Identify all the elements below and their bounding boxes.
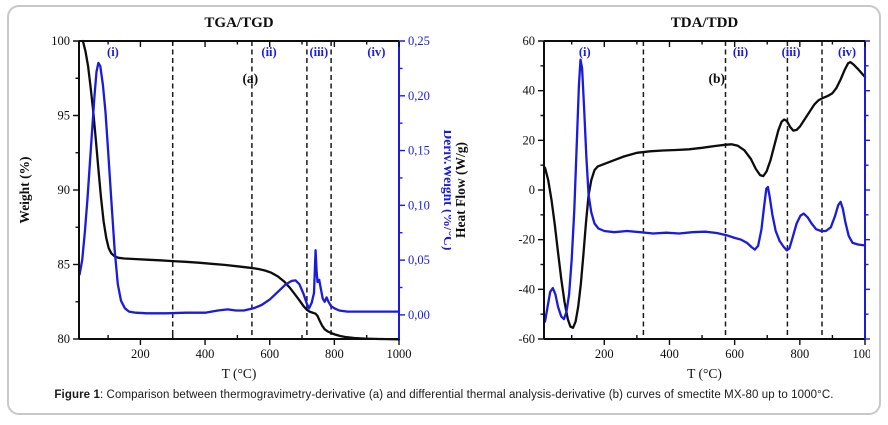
x-tick-label: 200	[595, 347, 614, 361]
tgd-curve	[78, 61, 401, 315]
y-left-tick-label: -40	[518, 282, 535, 296]
figure-caption: Figure 1: Comparison between thermogravi…	[19, 389, 869, 401]
figure-panel: 200 400 600 800 1000 80 85 90 95 100 0,00 0,05 0,10 0…	[7, 5, 881, 415]
region-label: (i)	[579, 45, 591, 59]
region-dividers	[642, 41, 823, 339]
region-label: (iii)	[309, 45, 328, 59]
region-dividers	[171, 41, 332, 339]
y-left-tick-label: 20	[523, 133, 536, 147]
y-right-tick-label: 0,10	[408, 198, 430, 212]
y-left-tick-label: 80	[58, 332, 71, 346]
axis-ticks	[73, 40, 405, 345]
y-right-tick-label: 0,20	[408, 89, 430, 103]
charts-row: 200 400 600 800 1000 80 85 90 95 100 0,00 0,05 0,10 0…	[9, 7, 879, 388]
y-right-tick-label: 0,05	[408, 253, 430, 267]
x-tick-label: 800	[790, 347, 809, 361]
y-left-axis-label: Heat Flow (W/g)	[453, 142, 468, 238]
region-label: (iv)	[838, 45, 856, 59]
x-tick-label: 1000	[387, 347, 412, 361]
x-tick-label: 400	[660, 347, 679, 361]
y-right-axis-label: Deriv.Weight (%/°C)	[441, 130, 451, 251]
plot-frame	[78, 40, 400, 340]
region-label: (ii)	[261, 45, 276, 59]
region-label: (iv)	[367, 45, 385, 59]
y-left-tick-label: 95	[58, 109, 71, 123]
tda-curve	[543, 60, 867, 329]
y-left-tick-label: -60	[518, 332, 535, 346]
x-tick-label: 600	[260, 347, 279, 361]
y-right-tick-label: 0,25	[408, 34, 430, 48]
region-label: (iii)	[782, 45, 801, 59]
x-tick-label: 600	[725, 347, 744, 361]
plot-frame	[543, 40, 866, 340]
y-left-tick-label: 60	[523, 34, 536, 48]
tdd-curve	[543, 58, 867, 323]
axis-ticks	[538, 40, 870, 345]
y-left-tick-label: -20	[518, 233, 535, 247]
tda-tdd-chart: 200 400 600 800 1000 -60 -40 -20 0 20 40 60 TDA/TDD T…	[453, 15, 871, 381]
y-right-tick-label: 0,00	[408, 308, 430, 322]
x-tick-label: 200	[131, 347, 150, 361]
x-tick-label: 400	[196, 347, 215, 361]
y-left-tick-label: 85	[58, 258, 71, 272]
figure-caption-label: Figure 1	[54, 389, 100, 401]
y-left-tick-label: 40	[523, 84, 536, 98]
region-label: (ii)	[733, 45, 748, 59]
x-axis-label: T (°C)	[687, 366, 722, 381]
panel-label: (a)	[242, 71, 258, 86]
panel-label: (b)	[708, 71, 725, 86]
chart-title: TDA/TDD	[671, 15, 739, 31]
figure-caption-text: : Comparison between thermogravimetry-de…	[99, 389, 834, 401]
x-tick-label: 800	[325, 347, 344, 361]
tga-curve	[81, 39, 401, 341]
x-axis-label: T (°C)	[222, 366, 257, 381]
chart-title: TGA/TGD	[204, 15, 273, 31]
y-left-tick-label: 0	[529, 183, 535, 197]
x-tick-label: 1000	[853, 347, 871, 361]
y-left-tick-label: 90	[58, 183, 71, 197]
tga-tgd-chart: 200 400 600 800 1000 80 85 90 95 100 0,00 0,05 0,10 0…	[17, 15, 451, 381]
y-right-tick-label: 0,15	[408, 144, 430, 158]
y-left-axis-label: Weight (%)	[17, 156, 32, 223]
y-left-tick-label: 100	[51, 34, 70, 48]
region-label: (i)	[107, 45, 119, 59]
